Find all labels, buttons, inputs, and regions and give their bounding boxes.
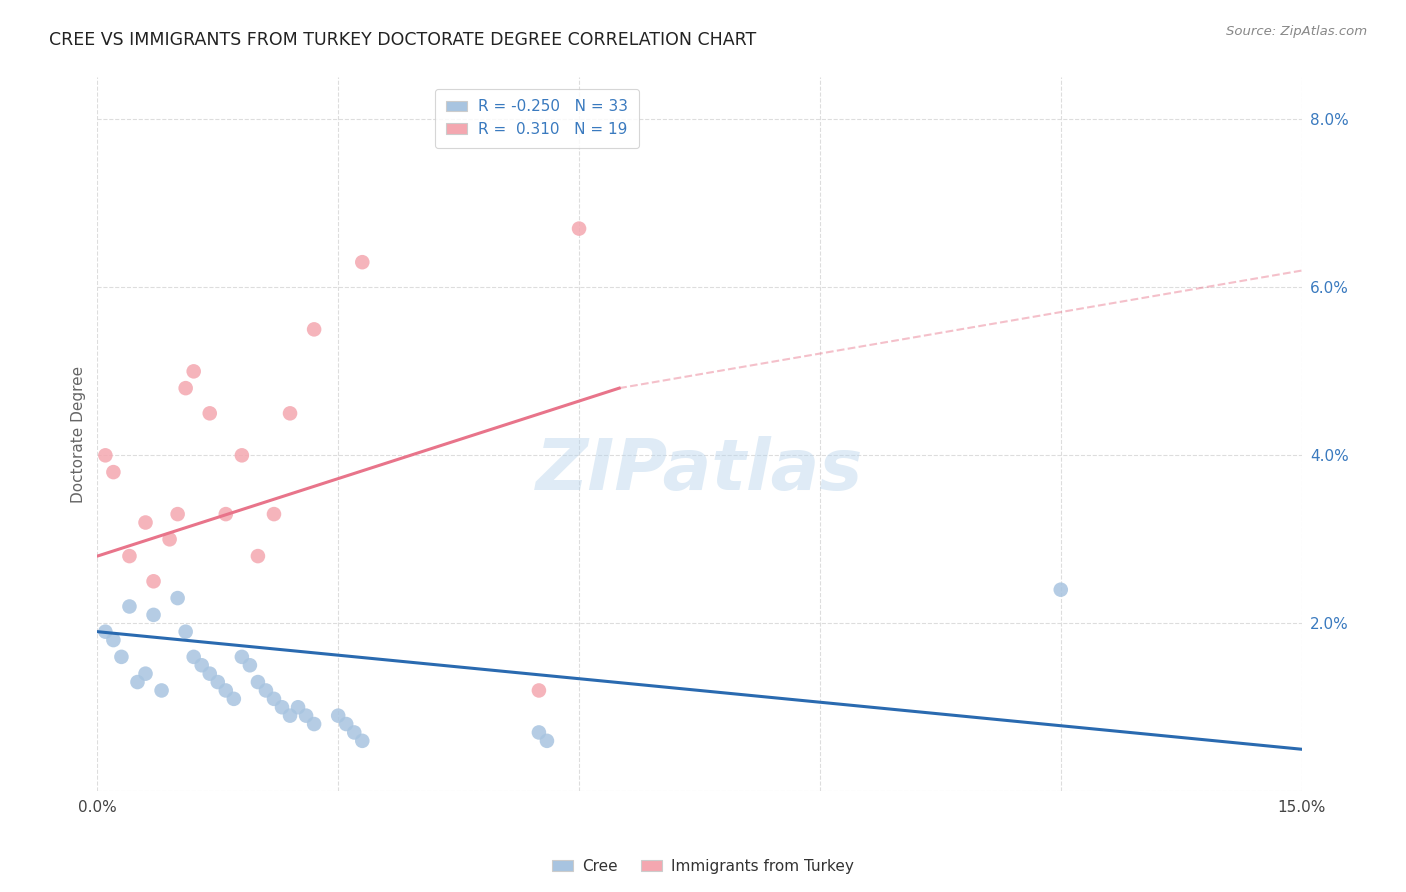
- Point: [183, 649, 205, 664]
- Point: [150, 683, 173, 698]
- Text: CREE VS IMMIGRANTS FROM TURKEY DOCTORATE DEGREE CORRELATION CHART: CREE VS IMMIGRANTS FROM TURKEY DOCTORATE…: [49, 31, 756, 49]
- Point: [302, 717, 325, 731]
- Point: [174, 381, 197, 395]
- Point: [174, 624, 197, 639]
- Point: [246, 549, 269, 563]
- Point: [536, 734, 558, 748]
- Point: [103, 465, 125, 479]
- Point: [343, 725, 366, 739]
- Legend: Cree, Immigrants from Turkey: Cree, Immigrants from Turkey: [546, 853, 860, 880]
- Point: [231, 649, 253, 664]
- Point: [198, 666, 221, 681]
- Point: [335, 717, 357, 731]
- Point: [135, 516, 157, 530]
- Point: [183, 364, 205, 378]
- Point: [1049, 582, 1071, 597]
- Point: [352, 255, 374, 269]
- Point: [215, 507, 238, 521]
- Point: [231, 448, 253, 462]
- Point: [190, 658, 212, 673]
- Point: [568, 221, 591, 235]
- Legend: R = -0.250   N = 33, R =  0.310   N = 19: R = -0.250 N = 33, R = 0.310 N = 19: [436, 88, 638, 148]
- Point: [527, 725, 550, 739]
- Point: [295, 708, 318, 723]
- Point: [263, 691, 285, 706]
- Text: Source: ZipAtlas.com: Source: ZipAtlas.com: [1226, 25, 1367, 38]
- Point: [142, 607, 165, 622]
- Point: [94, 448, 117, 462]
- Point: [198, 406, 221, 420]
- Point: [215, 683, 238, 698]
- Point: [127, 675, 149, 690]
- Point: [110, 649, 132, 664]
- Point: [271, 700, 294, 714]
- Point: [263, 507, 285, 521]
- Point: [254, 683, 277, 698]
- Point: [166, 507, 188, 521]
- Point: [278, 708, 301, 723]
- Point: [246, 675, 269, 690]
- Point: [328, 708, 350, 723]
- Point: [302, 322, 325, 336]
- Point: [239, 658, 262, 673]
- Point: [135, 666, 157, 681]
- Point: [527, 683, 550, 698]
- Point: [278, 406, 301, 420]
- Point: [118, 549, 141, 563]
- Point: [118, 599, 141, 614]
- Point: [222, 691, 245, 706]
- Point: [103, 633, 125, 648]
- Point: [352, 734, 374, 748]
- Point: [159, 533, 181, 547]
- Point: [166, 591, 188, 605]
- Point: [142, 574, 165, 589]
- Y-axis label: Doctorate Degree: Doctorate Degree: [72, 366, 86, 503]
- Point: [94, 624, 117, 639]
- Point: [207, 675, 229, 690]
- Point: [287, 700, 309, 714]
- Text: ZIPatlas: ZIPatlas: [536, 435, 863, 505]
